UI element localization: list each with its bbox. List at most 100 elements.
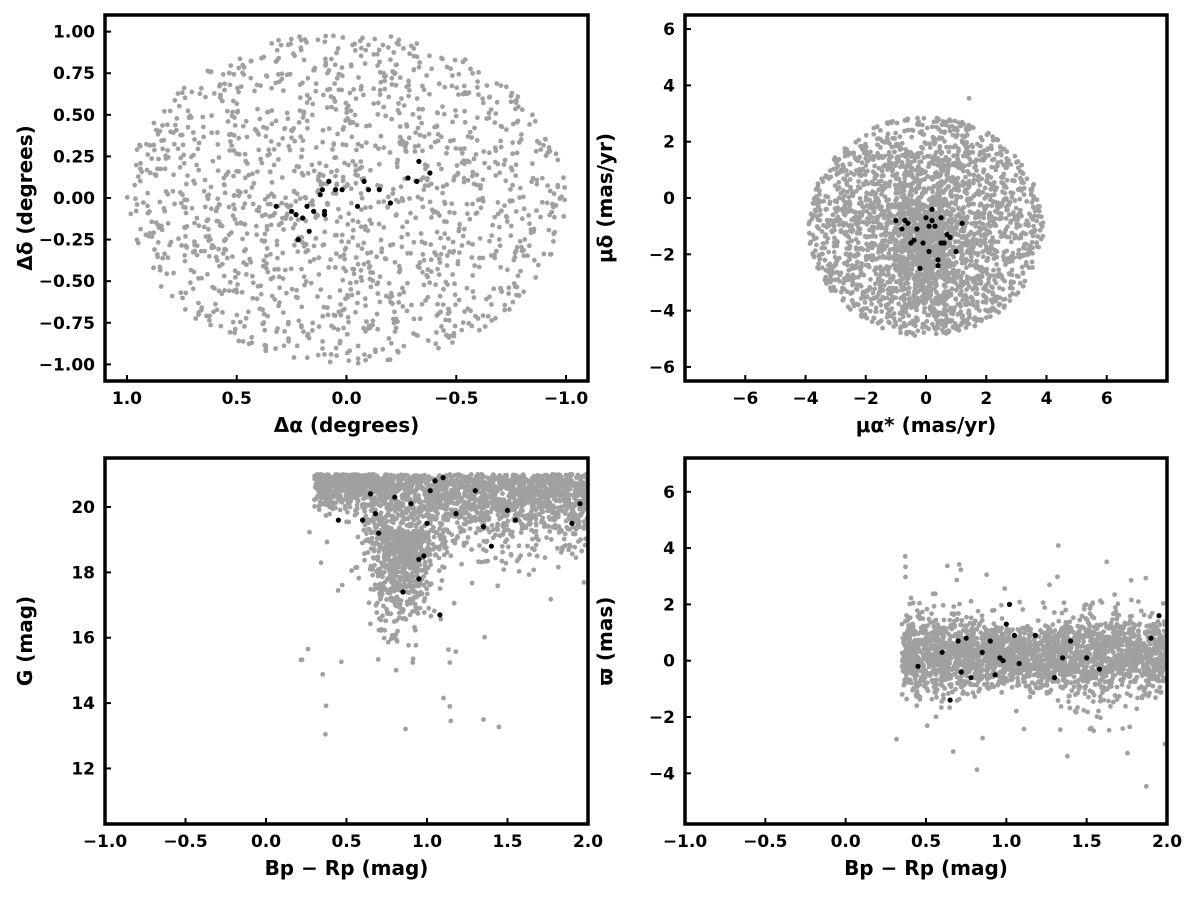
field-star-point [1014, 221, 1020, 227]
field-star-point [224, 108, 230, 114]
field-star-point [901, 269, 907, 274]
field-star-point [999, 174, 1004, 180]
x-tick-label: 0.5 [222, 389, 252, 409]
field-star-point [285, 116, 291, 122]
field-star-point [899, 140, 905, 146]
field-star-point [923, 271, 929, 276]
field-star-point [424, 73, 429, 78]
field-star-point [332, 232, 338, 238]
field-star-point [152, 147, 157, 153]
field-star-point [908, 232, 914, 238]
field-star-point [282, 329, 287, 334]
field-star-point [299, 266, 304, 272]
field-star-point [361, 240, 367, 246]
x-tick-label: 0 [920, 389, 932, 409]
field-star-point [977, 202, 983, 208]
field-star-point [393, 197, 399, 203]
field-star-point [208, 322, 214, 328]
field-star-point [343, 268, 349, 274]
field-star-point [222, 87, 227, 93]
member-star-point [932, 223, 938, 229]
field-star-point [400, 139, 405, 144]
field-star-point [157, 199, 163, 205]
field-star-point [133, 208, 139, 214]
field-star-point [334, 182, 339, 188]
field-star-point [235, 85, 240, 91]
field-star-point [828, 273, 833, 279]
field-star-point [956, 327, 962, 333]
field-star-point [991, 218, 996, 224]
field-star-point [262, 327, 268, 333]
field-star-point [344, 331, 350, 337]
y-axis-label: μδ (mas/yr) [593, 133, 617, 263]
field-star-point [295, 217, 301, 223]
field-star-point [990, 290, 995, 295]
field-star-point [149, 156, 155, 162]
field-star-point [285, 321, 291, 327]
field-star-point [825, 263, 831, 268]
field-star-point [459, 327, 465, 333]
field-star-point [213, 208, 219, 214]
field-star-point [480, 255, 486, 261]
field-star-point [926, 254, 932, 260]
y-tick-label: 0 [663, 189, 675, 209]
field-star-point [382, 86, 388, 92]
field-star-point [144, 141, 149, 147]
field-star-point [466, 240, 471, 246]
field-star-point [911, 219, 916, 224]
field-star-point [164, 271, 170, 277]
field-star-point [286, 144, 292, 149]
field-star-point [392, 329, 398, 334]
field-star-point [555, 157, 561, 163]
field-star-point [359, 278, 365, 283]
field-star-point [254, 232, 259, 238]
field-star-point [200, 124, 206, 130]
field-star-point [320, 139, 326, 145]
field-star-point [913, 282, 918, 287]
field-star-point [214, 218, 220, 224]
member-star-point [926, 223, 932, 229]
field-star-point [474, 138, 480, 143]
field-star-point [457, 250, 462, 256]
field-star-point [945, 184, 951, 190]
field-star-point [807, 230, 812, 236]
field-star-point [904, 152, 910, 158]
field-star-point [366, 42, 371, 48]
field-star-point [835, 186, 840, 192]
field-star-point [914, 216, 920, 222]
field-star-point [362, 352, 367, 357]
field-star-point [279, 220, 284, 226]
field-star-point [917, 159, 922, 165]
field-star-point [980, 299, 986, 305]
field-star-point [311, 168, 317, 174]
field-star-point [421, 187, 427, 193]
member-star-point [293, 212, 299, 218]
field-star-point [249, 185, 255, 190]
field-star-point [881, 283, 887, 288]
field-star-point [1008, 281, 1014, 287]
field-star-point [274, 238, 280, 244]
field-star-point [292, 138, 298, 144]
field-star-point [281, 88, 286, 94]
field-star-point [948, 292, 954, 298]
field-star-point [966, 247, 972, 253]
field-star-point [231, 98, 236, 104]
field-star-point [817, 217, 823, 223]
field-star-point [428, 257, 434, 263]
field-star-point [552, 229, 558, 235]
field-star-point [427, 53, 432, 59]
field-star-point [884, 295, 890, 301]
field-star-point [893, 186, 899, 192]
field-star-point [995, 137, 1001, 143]
field-star-point [1005, 256, 1011, 261]
field-star-point [441, 245, 447, 251]
field-star-point [876, 290, 882, 295]
field-star-point [264, 253, 269, 259]
field-star-point [956, 165, 962, 171]
field-star-point [892, 149, 897, 155]
field-star-point [208, 184, 214, 190]
field-star-point [497, 243, 503, 249]
field-star-point [435, 301, 440, 307]
field-star-point [963, 325, 969, 330]
field-star-point [255, 283, 261, 289]
